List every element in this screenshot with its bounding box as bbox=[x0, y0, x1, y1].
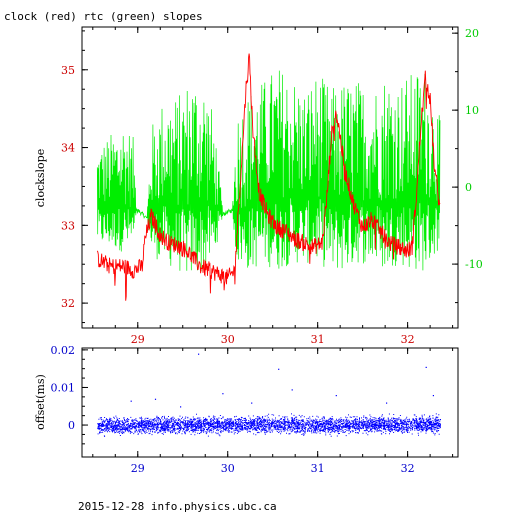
clockslope-axis-label: clockslope bbox=[34, 149, 47, 207]
offset-outlier-point bbox=[130, 400, 132, 402]
offset-outlier-point bbox=[154, 398, 157, 400]
offset-panel: 29 30 31 32 0 0.01 0.02 offset(ms) bbox=[34, 344, 459, 475]
x-tick-label: 30 bbox=[221, 333, 235, 346]
offset-outlier-point bbox=[335, 395, 337, 397]
offset-axes: 29 30 31 32 0 0.01 0.02 bbox=[51, 344, 454, 475]
y-tick-label: 0 bbox=[68, 419, 75, 432]
chart-title: clock (red) rtc (green) slopes bbox=[4, 10, 203, 23]
slopes-axes: 29 30 31 32 32 33 34 35 -10 0 10 20 bbox=[61, 27, 483, 346]
offset-outlier-point bbox=[180, 406, 182, 408]
slopes-plot-frame bbox=[81, 26, 459, 329]
footer-credit: 2015-12-28 info.physics.ubc.ca bbox=[78, 500, 277, 512]
rtc-series bbox=[96, 70, 441, 272]
offset-outlier-point bbox=[386, 402, 388, 404]
y-tick-label: 0.02 bbox=[51, 344, 76, 357]
offset-outlier-point bbox=[198, 353, 200, 355]
x-tick-label: 32 bbox=[401, 333, 415, 346]
y-tick-label: 33 bbox=[61, 219, 75, 232]
x-tick-label: 29 bbox=[131, 333, 145, 346]
offset-outlier-point bbox=[291, 389, 293, 391]
offset-series bbox=[97, 353, 442, 437]
clock-line bbox=[96, 53, 441, 301]
offset-outlier-point bbox=[222, 393, 224, 395]
slopes-panel: 29 30 31 32 32 33 34 35 -10 0 10 20 clockslope bbox=[34, 26, 483, 346]
offset-outlier-point bbox=[432, 395, 434, 397]
offset-outlier-point bbox=[278, 368, 280, 370]
offset-points bbox=[97, 413, 442, 437]
rtc-line bbox=[96, 70, 441, 272]
offset-outlier-point bbox=[251, 402, 253, 404]
y2-tick-label: 0 bbox=[465, 181, 472, 194]
x-tick-label: 31 bbox=[311, 462, 325, 475]
offset-plot-frame bbox=[81, 347, 459, 458]
x-tick-label: 30 bbox=[221, 462, 235, 475]
y2-tick-label: 10 bbox=[465, 104, 479, 117]
y-tick-label: 0.01 bbox=[51, 381, 76, 394]
y-tick-label: 35 bbox=[61, 64, 75, 77]
offset-outlier-point bbox=[425, 366, 427, 368]
offset-axis-label: offset(ms) bbox=[34, 374, 47, 430]
x-tick-label: 31 bbox=[311, 333, 325, 346]
x-tick-label: 32 bbox=[401, 462, 415, 475]
y2-tick-label: -10 bbox=[465, 258, 483, 271]
y2-tick-label: 20 bbox=[465, 27, 479, 40]
y-tick-label: 34 bbox=[61, 142, 75, 155]
y-tick-label: 32 bbox=[61, 297, 75, 310]
x-tick-label: 29 bbox=[131, 462, 145, 475]
clock-series bbox=[96, 53, 441, 301]
